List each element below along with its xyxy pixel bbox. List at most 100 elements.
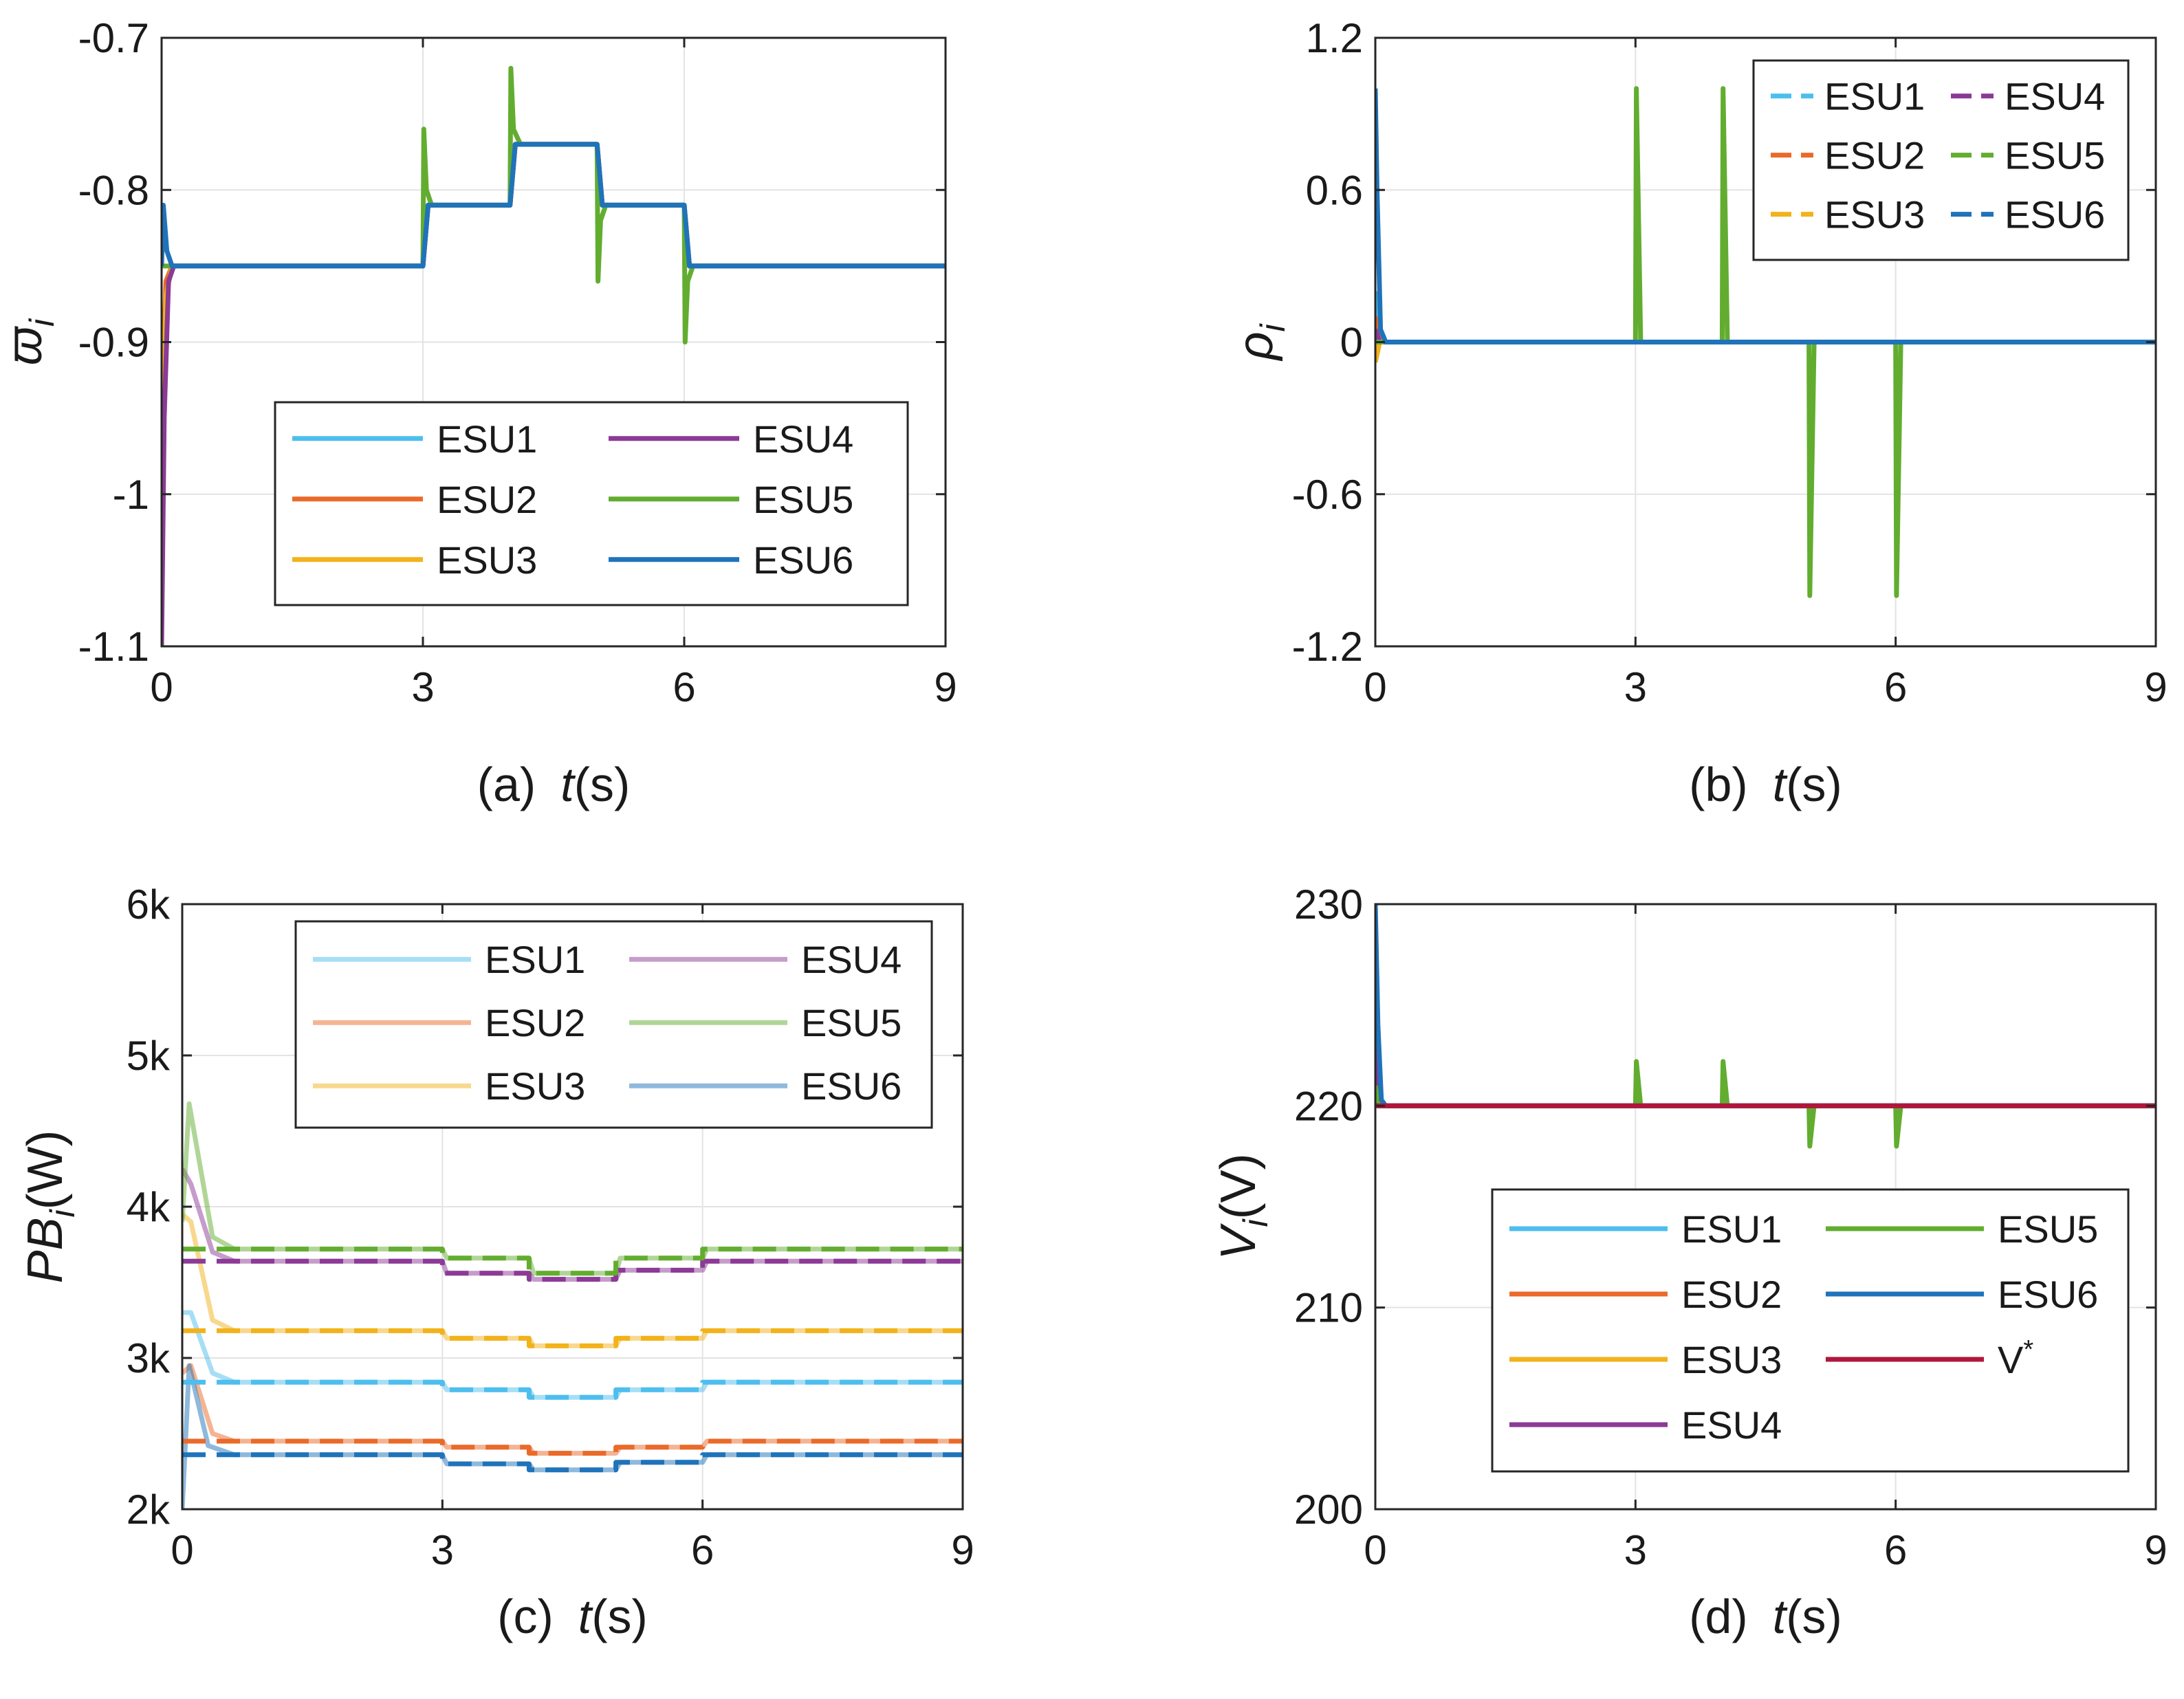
legend-label: ESU3 [437,538,537,582]
caption-prefix: (a) [477,758,536,811]
y-tick-label: 3k [127,1335,171,1381]
axis-caption: (d) t(s) [1689,1590,1842,1643]
y-axis-label: ϖi [0,318,61,365]
axis-caption: (b) t(s) [1689,758,1842,811]
x-tick-label: 0 [1364,664,1386,710]
y-tick-label: 210 [1294,1285,1363,1331]
caption-var: t [1773,1590,1788,1643]
y-label-subscript: i [1254,322,1292,331]
series-group [182,1101,963,1509]
caption-prefix: (c) [497,1590,554,1643]
y-tick-label: -1 [113,472,149,518]
chart-panel-b: 0 3 6 9 -1.2 -0.6 0 0.6 1.2 (b) t(s) ρi ESU1 ESU4 ESU2… [1228,15,2167,811]
y-tick-label: -0.6 [1292,472,1363,518]
y-axis-label: PBi(W) [18,1130,82,1283]
legend-label: ESU4 [1681,1403,1782,1447]
y-tick-label: 5k [127,1033,171,1079]
y-tick-label: 2k [127,1487,171,1533]
y-label-subscript: i [23,318,61,327]
series-line-esu3-ref [182,1328,963,1348]
y-tick-label: 4k [127,1184,171,1230]
legend-box [274,401,909,606]
y-axis-label: ρi [1228,322,1292,361]
chart-panel-c: 0 3 6 9 2k 3k 4k 5k 6k (c) t(s) PBi(W) ESU1 ESU4 ESU2 E… [18,881,974,1643]
caption-unit: (s) [1786,758,1842,811]
legend-label: ESU1 [485,938,585,981]
axis-caption: (c) t(s) [497,1590,648,1643]
caption-var: t [560,758,576,811]
legend-label: ESU2 [1681,1273,1782,1316]
x-tick-label: 9 [951,1527,974,1573]
y-label-symbol: PB [18,1217,73,1283]
legend-label: ESU5 [801,1001,902,1044]
x-tick-label: 9 [2144,1527,2167,1573]
y-label-symbol: ϖ [0,325,52,365]
legend: ESU1 ESU4 ESU2 ESU5 ESU3 ESU6 [294,920,933,1129]
x-tick-label: 3 [1624,1527,1647,1573]
y-label-symbol: ρ [1228,331,1283,361]
y-tick-label: 200 [1294,1487,1363,1533]
y-label-unit: (W) [18,1130,73,1209]
legend-label: ESU4 [2005,75,2105,118]
legend-label: V* [1998,1335,2033,1381]
y-tick-label: -0.7 [78,15,149,61]
series-line-esu6 [1375,88,2156,344]
x-tick-label: 9 [2144,664,2167,710]
legend-label: ESU1 [437,417,537,461]
y-label-symbol: V [1211,1223,1266,1260]
series-line-esu5-ref [182,1247,963,1276]
legend-label: ESU6 [753,538,853,582]
legend: ESU1 ESU5 ESU2 ESU6 ESU3 V* ESU4 [1491,1188,2130,1473]
legend-label: ESU2 [1824,134,1925,177]
x-tick-label: 6 [1884,664,1907,710]
axis-caption: (a) t(s) [477,758,631,811]
y-label-subscript: i [43,1208,82,1217]
legend-label: ESU5 [753,478,853,521]
caption-prefix: (d) [1689,1590,1748,1643]
y-axis-label: Vi(V) [1211,1153,1275,1260]
legend-label: ESU5 [2005,134,2105,177]
legend-label: ESU2 [485,1001,585,1044]
axes-box [1374,903,2157,1511]
caption-var: t [1773,758,1788,811]
y-tick-label: 0.6 [1306,167,1363,213]
legend-label: ESU1 [1681,1207,1782,1251]
caption-var: t [578,1590,593,1643]
legend-label: ESU4 [753,417,853,461]
y-tick-label: 230 [1294,881,1363,928]
caption-prefix: (b) [1689,758,1748,811]
legend-label: ESU6 [801,1064,902,1108]
caption-unit: (s) [574,758,631,811]
y-tick-label: -1.2 [1292,624,1363,670]
legend-label: ESU5 [1998,1207,2098,1251]
caption-unit: (s) [591,1590,648,1643]
x-tick-label: 6 [1884,1527,1907,1573]
x-tick-label: 3 [1624,664,1647,710]
legend-box [1752,59,2130,261]
x-tick-label: 9 [934,664,957,710]
y-tick-label: 1.2 [1306,15,1363,61]
y-tick-label: -0.8 [78,167,149,213]
legend: ESU1 ESU4 ESU2 ESU5 ESU3 ESU6 [274,401,909,606]
caption-unit: (s) [1786,1590,1842,1643]
legend-label: ESU4 [801,938,902,981]
x-tick-label: 3 [411,664,434,710]
series-line-esu4-ref [182,1258,963,1282]
y-tick-label: 6k [127,881,171,928]
x-tick-label: 6 [673,664,695,710]
legend: ESU1 ESU4 ESU2 ESU5 ESU3 ESU6 [1752,59,2130,261]
chart-panel-d: 0 3 6 9 200 210 220 230 (d) t(s) Vi(V) ESU1 ESU5 ESU2… [1211,881,2167,1643]
y-tick-label: 220 [1294,1083,1363,1129]
x-tick-label: 0 [1364,1527,1386,1573]
y-tick-label: 0 [1340,320,1363,366]
x-tick-label: 0 [171,1527,193,1573]
y-tick-label: -1.1 [78,624,149,670]
x-tick-label: 0 [150,664,173,710]
x-tick-label: 6 [691,1527,714,1573]
y-label-subscript: i [1236,1218,1275,1227]
series-line-esu6 [162,142,946,269]
x-tick-label: 3 [431,1527,454,1573]
y-label-unit: (V) [1211,1153,1266,1219]
